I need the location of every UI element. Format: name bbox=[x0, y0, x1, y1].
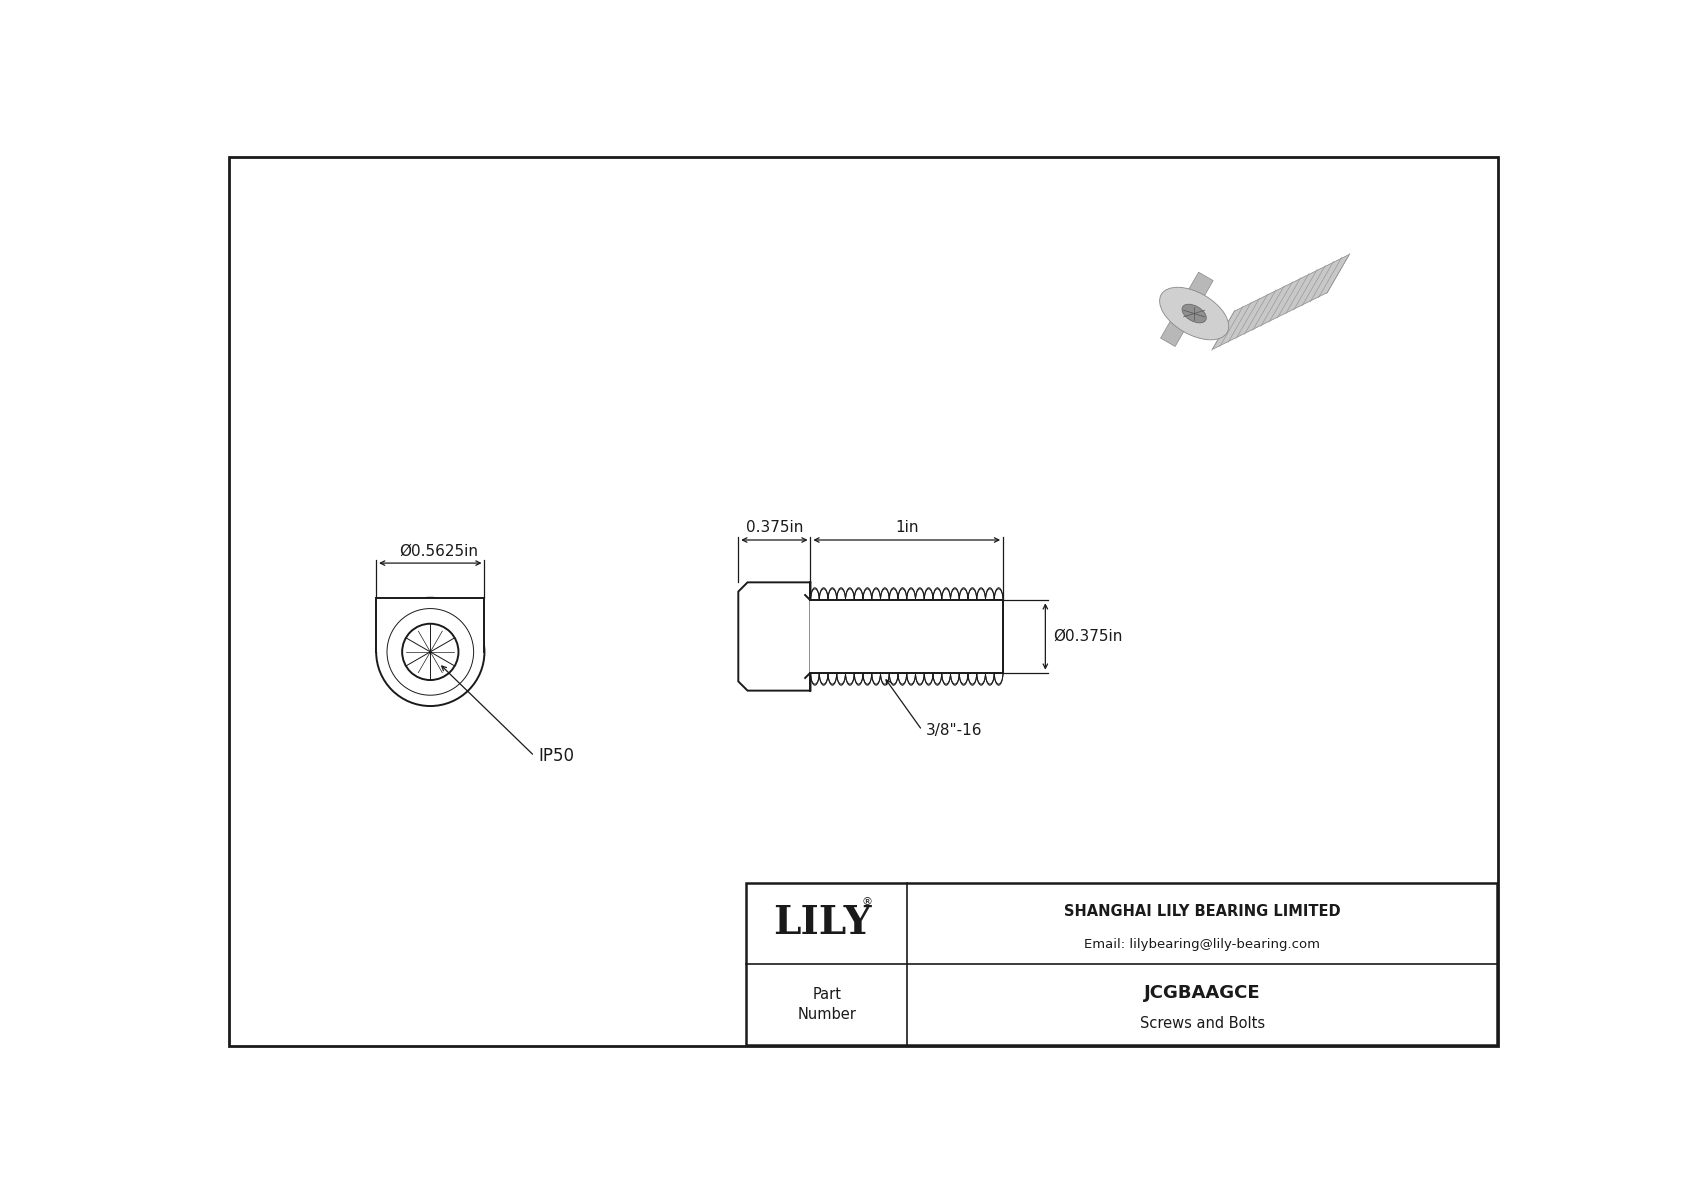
Text: 1in: 1in bbox=[894, 520, 918, 536]
Bar bbox=[810, 600, 1004, 673]
Text: Screws and Bolts: Screws and Bolts bbox=[1140, 1016, 1265, 1031]
Polygon shape bbox=[1212, 255, 1349, 349]
Text: Ø0.375in: Ø0.375in bbox=[1052, 629, 1123, 644]
Ellipse shape bbox=[1160, 287, 1229, 339]
Ellipse shape bbox=[1182, 304, 1206, 323]
Text: Ø0.5625in: Ø0.5625in bbox=[399, 543, 478, 559]
Text: SHANGHAI LILY BEARING LIMITED: SHANGHAI LILY BEARING LIMITED bbox=[1064, 904, 1340, 919]
Text: IP50: IP50 bbox=[539, 747, 574, 765]
Text: LILY: LILY bbox=[773, 904, 872, 942]
Text: 0.375in: 0.375in bbox=[746, 520, 803, 536]
Text: JCGBAAGCE: JCGBAAGCE bbox=[1143, 984, 1260, 1002]
Circle shape bbox=[376, 598, 485, 706]
Text: 3/8"-16: 3/8"-16 bbox=[926, 723, 982, 738]
Text: ®: ® bbox=[861, 897, 872, 906]
Bar bbox=[376, 598, 485, 651]
Text: Email: lilybearing@lily-bearing.com: Email: lilybearing@lily-bearing.com bbox=[1084, 937, 1320, 950]
PathPatch shape bbox=[738, 582, 810, 691]
Text: Part
Number: Part Number bbox=[797, 987, 855, 1022]
Bar bbox=[746, 883, 1497, 1045]
Circle shape bbox=[429, 650, 431, 653]
Polygon shape bbox=[1160, 273, 1212, 347]
